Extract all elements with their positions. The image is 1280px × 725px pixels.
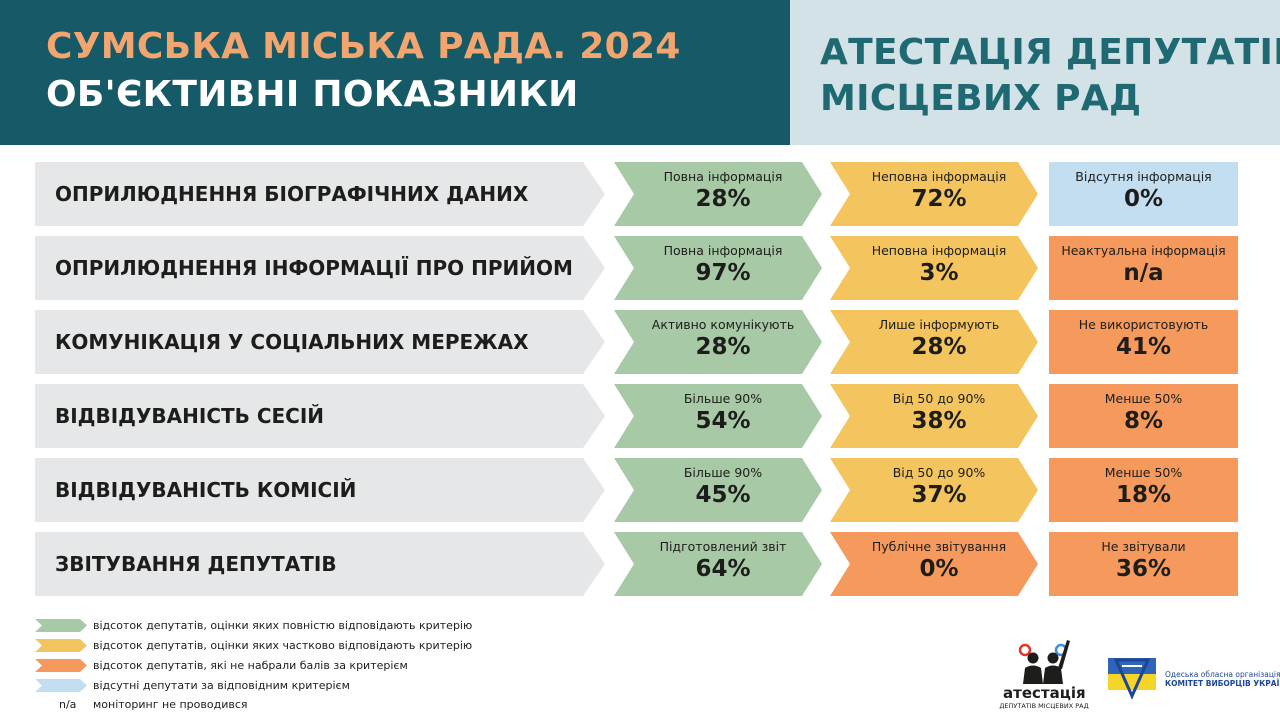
result-full: Більше 90% 54%: [614, 384, 822, 448]
header-title-panel: [0, 0, 790, 145]
result-none: Неактуальна інформація n/a: [1049, 236, 1238, 300]
criterion-text: ОПРИЛЮДНЕННЯ ІНФОРМАЦІЇ ПРО ПРИЙОМ: [55, 256, 573, 280]
project-title-line2: МІСЦЕВИХ РАД: [820, 78, 1142, 119]
result-label: Від 50 до 90%: [892, 465, 986, 480]
legend-na-symbol: n/a: [59, 698, 77, 711]
result-label: Повна інформація: [663, 169, 783, 184]
result-none: Менше 50% 18%: [1049, 458, 1238, 522]
result-absent: Відсутня інформація 0%: [1049, 162, 1238, 226]
result-value: n/a: [1123, 260, 1164, 286]
result-value: 0%: [1123, 186, 1164, 212]
result-full: Повна інформація 28%: [614, 162, 822, 226]
legend-swatch: [35, 639, 87, 652]
legend-text: відсоток депутатів, оцінки яких повністю…: [93, 619, 473, 632]
result-label: Більше 90%: [683, 391, 763, 406]
result-label: Не використовують: [1078, 317, 1209, 332]
page-title: СУМСЬКА МІСЬКА РАДА. 2024: [46, 26, 681, 67]
header-project-panel: [790, 0, 1280, 145]
result-label: Неактуальна інформація: [1061, 243, 1226, 258]
legend-text: відсутні депутати за відповідним критері…: [93, 679, 350, 692]
result-label: Не звітували: [1101, 539, 1186, 554]
result-label: Повна інформація: [663, 243, 783, 258]
result-value: 37%: [911, 482, 967, 508]
result-none: Менше 50% 8%: [1049, 384, 1238, 448]
result-label: Відсутня інформація: [1075, 169, 1212, 184]
result-value: 38%: [911, 408, 967, 434]
kvu-logo-icon: [1108, 658, 1156, 700]
result-label: Від 50 до 90%: [892, 391, 986, 406]
result-value: 18%: [1115, 482, 1172, 508]
result-label: Менше 50%: [1104, 465, 1183, 480]
result-label: Підготовлений звіт: [659, 539, 787, 554]
result-value: 36%: [1115, 556, 1172, 582]
result-label: Публічне звітування: [871, 539, 1007, 554]
result-none: Не звітували 36%: [1049, 532, 1238, 596]
result-label: Менше 50%: [1104, 391, 1183, 406]
criterion-text: КОМУНІКАЦІЯ У СОЦІАЛЬНИХ МЕРЕЖАХ: [55, 330, 529, 354]
result-partial: Лише інформують 28%: [830, 310, 1038, 374]
result-none: Публічне звітування 0%: [830, 532, 1038, 596]
criterion-label: ЗВІТУВАННЯ ДЕПУТАТІВ: [35, 532, 605, 596]
result-value: 54%: [695, 408, 751, 434]
atestatsia-logo-subtitle: ДЕПУТАТІВ МІСЦЕВИХ РАД: [999, 702, 1089, 710]
result-partial: Неповна інформація 72%: [830, 162, 1038, 226]
result-value: 0%: [919, 556, 959, 582]
result-partial: Неповна інформація 3%: [830, 236, 1038, 300]
result-partial: Від 50 до 90% 37%: [830, 458, 1038, 522]
legend-swatch: [35, 659, 87, 672]
result-value: 28%: [911, 334, 967, 360]
atestatsia-logo-text: атестація: [1003, 684, 1086, 702]
result-label: Лише інформують: [878, 317, 1000, 332]
legend-text: відсоток депутатів, оцінки яких частково…: [93, 639, 473, 652]
result-partial: Від 50 до 90% 38%: [830, 384, 1038, 448]
result-full: Повна інформація 97%: [614, 236, 822, 300]
criterion-text: ОПРИЛЮДНЕННЯ БІОГРАФІЧНИХ ДАНИХ: [55, 182, 529, 206]
result-full: Більше 90% 45%: [614, 458, 822, 522]
criterion-text: ЗВІТУВАННЯ ДЕПУТАТІВ: [55, 552, 337, 576]
result-label: Неповна інформація: [871, 169, 1007, 184]
legend-swatch: [35, 619, 87, 632]
result-value: 28%: [695, 334, 751, 360]
result-value: 8%: [1123, 408, 1164, 434]
result-full: Підготовлений звіт 64%: [614, 532, 822, 596]
result-value: 72%: [911, 186, 967, 212]
criterion-text: ВІДВІДУВАНІСТЬ КОМІСІЙ: [55, 478, 357, 502]
project-title-line1: АТЕСТАЦІЯ ДЕПУТАТІВ: [820, 32, 1280, 73]
criterion-label: ВІДВІДУВАНІСТЬ КОМІСІЙ: [35, 458, 605, 522]
criterion-label: ОПРИЛЮДНЕННЯ БІОГРАФІЧНИХ ДАНИХ: [35, 162, 605, 226]
page-subtitle: ОБ'ЄКТИВНІ ПОКАЗНИКИ: [46, 74, 579, 115]
criterion-label: КОМУНІКАЦІЯ У СОЦІАЛЬНИХ МЕРЕЖАХ: [35, 310, 605, 374]
result-label: Активно комунікують: [651, 317, 795, 332]
result-value: 45%: [695, 482, 751, 508]
result-label: Неповна інформація: [871, 243, 1007, 258]
kvu-logo-line2: КОМІТЕТ ВИБОРЦІВ УКРАЇНИ: [1165, 679, 1280, 688]
legend-text: моніторинг не проводився: [93, 698, 248, 711]
legend-text: відсоток депутатів, які не набрали балів…: [93, 659, 408, 672]
criterion-label: ОПРИЛЮДНЕННЯ ІНФОРМАЦІЇ ПРО ПРИЙОМ: [35, 236, 605, 300]
result-value: 28%: [695, 186, 751, 212]
kvu-logo-line1: Одеська обласна організація: [1165, 670, 1280, 679]
result-full: Активно комунікують 28%: [614, 310, 822, 374]
legend-swatch: [35, 679, 87, 692]
result-value: 64%: [695, 556, 751, 582]
criterion-text: ВІДВІДУВАНІСТЬ СЕСІЙ: [55, 404, 325, 428]
result-none: Не використовують 41%: [1049, 310, 1238, 374]
project-title: АТЕСТАЦІЯ ДЕПУТАТІВ МІСЦЕВИХ РАД: [820, 30, 1280, 122]
result-value: 3%: [919, 260, 959, 286]
atestatsia-logo-icon: [1018, 640, 1070, 684]
criterion-label: ВІДВІДУВАНІСТЬ СЕСІЙ: [35, 384, 605, 448]
result-value: 41%: [1115, 334, 1172, 360]
result-value: 97%: [695, 260, 751, 286]
result-label: Більше 90%: [683, 465, 763, 480]
